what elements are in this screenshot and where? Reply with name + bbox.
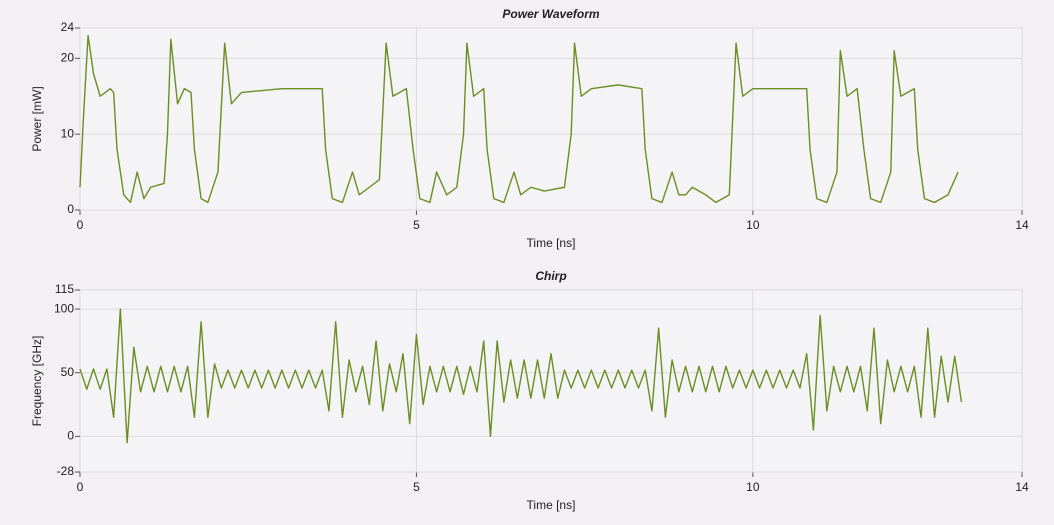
x-tick-label: 5 xyxy=(413,480,420,494)
chart-title: Chirp xyxy=(535,269,566,283)
y-tick-label: 0 xyxy=(67,429,74,443)
x-tick-label: 14 xyxy=(1015,218,1029,232)
y-tick-label: 0 xyxy=(67,202,74,216)
y-tick-label: 100 xyxy=(54,301,74,315)
y-tick-label: 50 xyxy=(61,365,75,379)
y-axis-label: Frequency [GHz] xyxy=(30,336,44,427)
x-axis-label: Time [ns] xyxy=(527,498,576,512)
x-tick-label: 0 xyxy=(77,218,84,232)
x-tick-label: 10 xyxy=(746,218,760,232)
x-tick-label: 14 xyxy=(1015,480,1029,494)
x-tick-label: 10 xyxy=(746,480,760,494)
data-line xyxy=(79,34,959,204)
data-line xyxy=(79,308,963,444)
y-tick-label: 20 xyxy=(61,51,75,65)
y-axis-label: Power [mW] xyxy=(30,86,44,151)
y-tick-label: -28 xyxy=(57,464,75,478)
y-tick-label: 24 xyxy=(61,20,75,34)
y-tick-label: 115 xyxy=(55,282,74,296)
x-axis-label: Time [ns] xyxy=(527,236,576,250)
chart-title: Power Waveform xyxy=(502,7,599,21)
x-tick-label: 5 xyxy=(413,218,420,232)
plot-area xyxy=(79,289,1023,473)
y-tick-label: 10 xyxy=(61,126,75,140)
x-tick-label: 0 xyxy=(77,480,84,494)
